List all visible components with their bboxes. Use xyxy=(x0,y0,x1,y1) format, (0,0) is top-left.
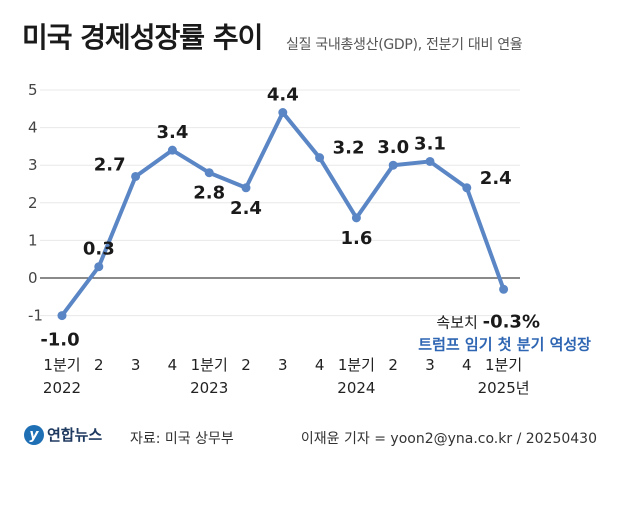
x-tick-label: 3 xyxy=(278,356,288,374)
x-year-label: 2024 xyxy=(337,379,375,397)
data-point xyxy=(57,311,67,321)
data-point xyxy=(167,145,177,155)
x-tick-label: 1분기 xyxy=(191,356,228,374)
data-point xyxy=(499,284,509,294)
data-label-final: 속보치 -0.3% xyxy=(436,311,540,332)
y-tick-label: 1 xyxy=(28,231,38,249)
data-point xyxy=(278,108,288,118)
data-point xyxy=(315,153,325,163)
axis-layer: -1 0 1 2 3 4 5 1분기 2 3 4 1분기 2 3 4 1분기 2 3 4 1분기 2022 2023 202… xyxy=(28,81,530,397)
data-point xyxy=(94,262,104,272)
y-tick-label: 3 xyxy=(28,156,38,174)
x-tick-label: 1분기 xyxy=(338,356,375,374)
annotation-prefix: 속보치 xyxy=(436,313,482,331)
logo-mark-icon: y xyxy=(24,424,44,445)
reporter-credit: 이재윤 기자 = yoon2@yna.co.kr / 20250430 xyxy=(300,431,597,447)
data-label: -1.0 xyxy=(40,330,79,351)
x-tick-label: 4 xyxy=(462,356,472,374)
data-label: 3.1 xyxy=(414,133,446,154)
data-label: 2.4 xyxy=(230,198,262,219)
annotation-value: -0.3% xyxy=(483,311,540,332)
data-label: 1.6 xyxy=(340,228,372,249)
y-tick-label: 4 xyxy=(28,119,38,137)
data-point xyxy=(462,183,472,193)
x-tick-label: 2 xyxy=(94,356,104,374)
annotation-highlight: 트럼프 임기 첫 분기 역성장 xyxy=(418,335,591,353)
y-tick-label: 0 xyxy=(28,269,38,287)
x-tick-label: 3 xyxy=(425,356,435,374)
x-tick-label: 1분기 xyxy=(43,356,80,374)
data-point xyxy=(131,171,141,181)
data-label: 3.4 xyxy=(156,122,188,143)
x-tick-label: 1분기 xyxy=(485,356,522,374)
data-point xyxy=(241,183,251,193)
source-note: 자료: 미국 상무부 xyxy=(130,431,234,447)
x-tick-label: 4 xyxy=(168,356,178,374)
x-tick-label: 4 xyxy=(315,356,325,374)
y-tick-label: 2 xyxy=(28,194,38,212)
x-year-label: 2022 xyxy=(43,379,81,397)
data-label: 0.3 xyxy=(83,239,115,260)
data-label: 3.0 xyxy=(377,137,409,158)
x-tick-label: 2 xyxy=(241,356,251,374)
data-point xyxy=(425,156,435,166)
chart-subtitle: 실질 국내총생산(GDP), 전분기 대비 연율 xyxy=(286,37,523,53)
y-tick-label: 5 xyxy=(28,81,38,99)
grid-layer xyxy=(40,89,520,317)
y-tick-label: -1 xyxy=(28,307,43,325)
data-label: 2.4 xyxy=(480,168,512,189)
data-label: 4.4 xyxy=(267,85,299,106)
yonhap-logo: y 연합뉴스 xyxy=(24,424,102,445)
line-layer xyxy=(57,108,509,321)
data-point xyxy=(351,213,361,223)
data-label: 2.7 xyxy=(94,154,126,175)
label-layer: -1.00.32.73.42.82.44.43.21.63.0 3.12.4속보치… xyxy=(40,85,591,354)
data-label: 3.2 xyxy=(333,138,365,159)
logo-text: 연합뉴스 xyxy=(47,426,103,444)
x-tick-label: 3 xyxy=(131,356,141,374)
data-point xyxy=(204,168,214,178)
data-label: 2.8 xyxy=(193,183,225,204)
data-point xyxy=(388,160,398,170)
x-tick-label: 2 xyxy=(388,356,398,374)
x-year-label: 2023 xyxy=(190,379,228,397)
page-title: 미국 경제성장률 추이 xyxy=(22,21,263,54)
x-year-label: 2025년 xyxy=(478,379,530,397)
line-chart: -1 0 1 2 3 4 5 1분기 2 3 4 1분기 2 3 4 1분기 2 3 4 1분기 2022 2023 202… xyxy=(28,81,591,397)
